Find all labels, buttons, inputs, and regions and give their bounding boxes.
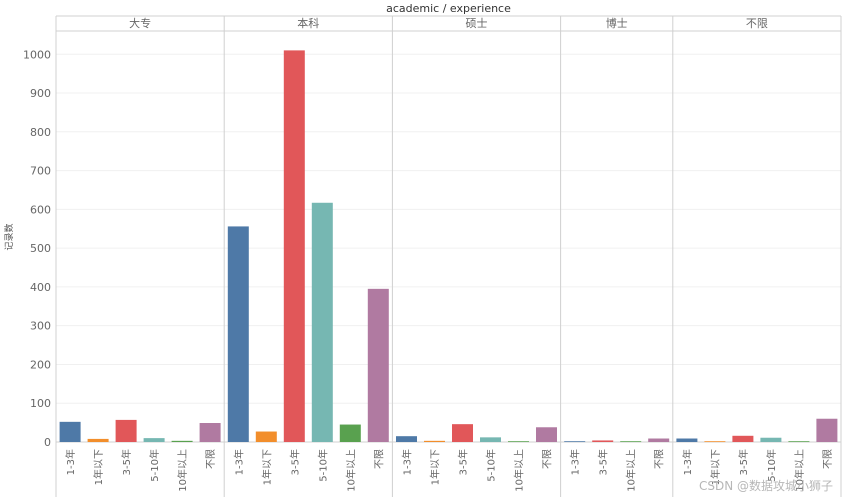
y-tick-label: 600 bbox=[30, 203, 51, 216]
bar bbox=[255, 431, 277, 442]
labels: academic / experience 记录数 0 100 200 300 400 500… bbox=[3, 2, 834, 492]
y-tick-label: 100 bbox=[30, 397, 51, 410]
chart-title: academic / experience bbox=[386, 2, 511, 15]
bar bbox=[480, 437, 501, 442]
x-tick-label: 3-5年 bbox=[737, 449, 750, 475]
x-tick-label: 5-10年 bbox=[148, 449, 161, 482]
bar bbox=[171, 440, 193, 442]
panel-header: 博士 bbox=[606, 17, 628, 30]
bar bbox=[788, 441, 810, 443]
bar bbox=[227, 226, 249, 442]
x-tick-label: 1年以下 bbox=[92, 449, 105, 485]
bar bbox=[87, 438, 109, 442]
y-tick-label: 900 bbox=[30, 87, 51, 100]
x-tick-label: 10年以上 bbox=[513, 449, 526, 492]
bar bbox=[339, 424, 361, 442]
x-tick-label: 5-10年 bbox=[765, 449, 778, 482]
x-tick-label: 不限 bbox=[822, 449, 834, 469]
bar bbox=[592, 440, 614, 442]
x-tick-label: 10年以上 bbox=[625, 449, 638, 492]
bar bbox=[199, 423, 221, 442]
bar bbox=[704, 441, 726, 443]
panel-header: 不限 bbox=[746, 17, 768, 30]
bar bbox=[396, 436, 417, 442]
x-tick-label: 5-10年 bbox=[485, 449, 498, 482]
y-tick-label: 500 bbox=[30, 242, 51, 255]
x-tick-label: 3-5年 bbox=[288, 449, 301, 475]
x-tick-label: 3-5年 bbox=[597, 449, 610, 475]
chart-frame bbox=[55, 15, 842, 497]
x-tick-label: 1-3年 bbox=[681, 449, 694, 475]
bar bbox=[648, 438, 670, 442]
panel-header: 本科 bbox=[297, 16, 319, 30]
gridlines bbox=[56, 53, 841, 443]
x-tick-label: 3-5年 bbox=[120, 449, 133, 475]
bar bbox=[732, 435, 754, 442]
bar bbox=[452, 424, 473, 442]
bar bbox=[424, 440, 445, 442]
bar bbox=[311, 202, 333, 442]
bar bbox=[283, 50, 305, 443]
x-tick-label: 5-10年 bbox=[316, 449, 329, 482]
bar bbox=[508, 441, 529, 443]
x-tick-label: 1-3年 bbox=[401, 449, 414, 475]
panel-header: 大专 bbox=[129, 16, 151, 30]
y-tick-label: 400 bbox=[30, 281, 51, 294]
x-tick-label: 3-5年 bbox=[457, 449, 470, 475]
bar bbox=[59, 421, 81, 442]
x-tick-label: 1-3年 bbox=[232, 449, 245, 475]
x-tick-label: 1年以下 bbox=[260, 449, 273, 485]
bar bbox=[143, 438, 165, 442]
y-tick-label: 700 bbox=[30, 165, 51, 178]
x-tick-label: 10年以上 bbox=[176, 449, 189, 492]
bar bbox=[115, 419, 137, 442]
bar bbox=[536, 427, 557, 442]
panel-header: 硕士 bbox=[466, 17, 488, 30]
x-tick-label: 1年以下 bbox=[429, 449, 442, 485]
x-tick-label: 10年以上 bbox=[344, 449, 357, 492]
x-tick-label: 不限 bbox=[654, 449, 666, 469]
watermark: CSDN @数据攻城小狮子 bbox=[698, 479, 833, 493]
x-tick-label: 1年以下 bbox=[709, 449, 722, 485]
y-tick-label: 300 bbox=[30, 320, 51, 333]
bar bbox=[564, 441, 586, 443]
y-tick-label: 0 bbox=[44, 436, 51, 449]
bars bbox=[59, 50, 838, 443]
y-axis-label: 记录数 bbox=[3, 223, 15, 250]
bar bbox=[676, 438, 698, 442]
bar bbox=[760, 437, 782, 442]
y-tick-label: 800 bbox=[30, 126, 51, 139]
y-tick-label: 1000 bbox=[23, 48, 51, 61]
bar bbox=[816, 418, 838, 442]
bar bbox=[620, 441, 642, 443]
x-tick-label: 不限 bbox=[542, 449, 554, 469]
y-tick-label: 200 bbox=[30, 358, 51, 371]
x-tick-label: 1-3年 bbox=[569, 449, 582, 475]
x-tick-label: 不限 bbox=[205, 449, 217, 469]
x-tick-label: 10年以上 bbox=[793, 449, 806, 492]
bar bbox=[367, 288, 389, 442]
x-tick-label: 1-3年 bbox=[64, 449, 77, 475]
x-tick-label: 不限 bbox=[373, 449, 385, 469]
